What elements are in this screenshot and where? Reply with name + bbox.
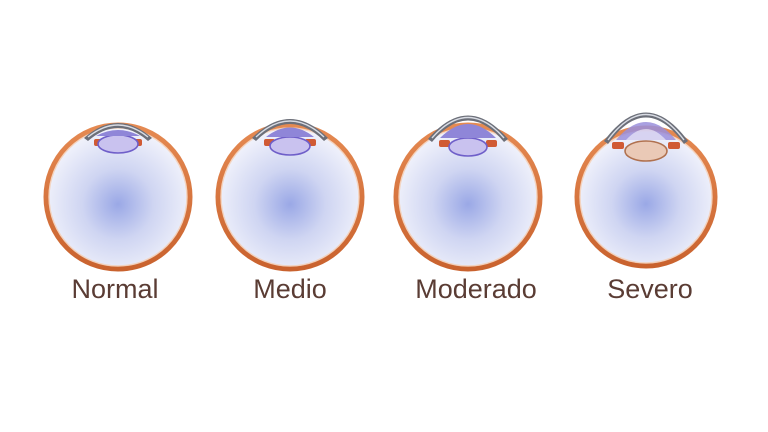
stage-label-moderate: Moderado (415, 274, 537, 304)
stage-label-mild: Medio (253, 274, 327, 304)
eye-severe (574, 112, 718, 269)
eye-globe (396, 125, 540, 269)
lens (448, 137, 488, 157)
iris-right (668, 142, 680, 149)
lens (97, 134, 139, 154)
eye-moderate (393, 115, 543, 272)
eye-globe (218, 125, 362, 269)
cornea (428, 115, 508, 142)
aqueous-chamber (440, 124, 496, 138)
eye-globe (46, 125, 190, 269)
iris-left (612, 142, 624, 149)
lens (269, 136, 311, 156)
iris-left (439, 140, 450, 147)
stage-label-normal: Normal (71, 274, 159, 304)
cornea (84, 123, 152, 141)
lens (624, 140, 668, 162)
cornea (604, 112, 688, 144)
aqueous-chamber (266, 127, 314, 137)
aqueous-chamber (96, 130, 140, 136)
iris-right (486, 140, 497, 147)
cornea (252, 119, 328, 141)
stage-label-severe: Severo (607, 274, 693, 304)
eye-globe (577, 128, 715, 266)
eye-normal (43, 122, 193, 272)
sclera-ring (215, 122, 365, 272)
eye-mild (215, 119, 365, 272)
